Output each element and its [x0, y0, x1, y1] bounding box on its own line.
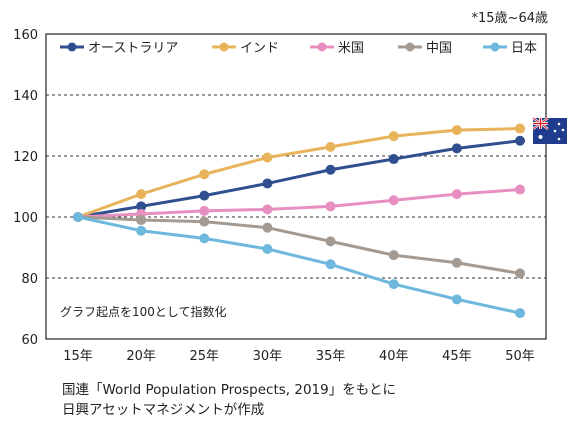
y-tick-label: 60: [21, 333, 38, 348]
data-point: [388, 279, 399, 290]
legend: オーストラリア インド 米国 中国 日本: [60, 41, 537, 56]
legend-marker: [219, 42, 229, 52]
series-0: [73, 135, 525, 222]
x-tick-label: 35年: [316, 349, 346, 364]
data-point: [515, 308, 525, 319]
australia-flag-icon: [532, 117, 567, 144]
x-tick-label: 25年: [190, 349, 220, 364]
line-chart: *15歳~64歳 60 80 100 120 140 160 15年 20年 25年 30年 35…: [13, 11, 567, 364]
source-line-1: 国連「World Population Prospects, 2019」をもとに: [62, 382, 396, 398]
plot-area: [45, 33, 547, 340]
data-point: [325, 141, 336, 152]
legend-label: 中国: [426, 41, 452, 56]
y-tick-label: 120: [13, 150, 38, 165]
data-point: [388, 154, 399, 165]
data-point: [262, 204, 273, 215]
y-tick-label: 80: [21, 272, 38, 287]
data-point: [451, 189, 462, 200]
y-tick-label: 140: [13, 89, 38, 104]
data-point: [515, 135, 525, 146]
data-point: [388, 131, 399, 142]
x-tick-label: 15年: [63, 349, 93, 364]
data-point: [325, 259, 336, 270]
chart-annotation: グラフ起点を100として指数化: [60, 304, 227, 319]
data-point: [199, 190, 210, 201]
series-line: [77, 215, 521, 275]
series-2: [73, 184, 525, 222]
x-tick-label: 50年: [505, 349, 535, 364]
data-point: [262, 244, 273, 255]
legend-label: 日本: [511, 41, 537, 56]
data-point: [136, 215, 147, 226]
source-line-2: 日興アセットマネジメントが作成: [62, 402, 265, 418]
legend-item: 米国: [310, 41, 364, 56]
data-point: [262, 222, 273, 233]
legend-marker: [317, 42, 327, 52]
y-tick-label: 160: [13, 28, 38, 43]
series-line: [77, 215, 521, 315]
data-point: [325, 201, 336, 212]
data-point: [515, 268, 525, 279]
legend-marker: [67, 42, 77, 52]
legend-label: 米国: [338, 41, 364, 56]
data-point: [199, 169, 210, 180]
data-point: [515, 184, 525, 195]
x-axis: 15年 20年 25年 30年 35年 40年 45年 50年: [63, 349, 535, 364]
series-lines: [73, 123, 525, 319]
data-point: [325, 236, 336, 247]
data-point: [73, 212, 83, 222]
legend-item: 中国: [398, 41, 452, 56]
unit-note: *15歳~64歳: [472, 11, 548, 26]
legend-label: オーストラリア: [88, 41, 178, 56]
legend-item: オーストラリア: [60, 41, 178, 56]
data-point: [388, 195, 399, 206]
data-point: [262, 178, 273, 189]
legend-label: インド: [240, 41, 279, 56]
data-point: [136, 225, 147, 236]
data-point: [451, 294, 462, 305]
data-point: [262, 152, 273, 163]
data-point: [136, 201, 147, 212]
data-point: [325, 164, 336, 175]
x-tick-label: 30年: [253, 349, 283, 364]
data-point: [199, 233, 210, 244]
y-tick-label: 100: [13, 211, 38, 226]
y-axis: 60 80 100 120 140 160: [13, 28, 38, 348]
legend-marker: [405, 42, 415, 52]
legend-marker: [490, 42, 500, 52]
x-tick-label: 45年: [442, 349, 472, 364]
series-line: [77, 188, 521, 219]
legend-item: 日本: [483, 41, 537, 56]
x-tick-label: 20年: [126, 349, 156, 364]
data-point: [199, 205, 210, 216]
data-point: [451, 257, 462, 268]
data-point: [136, 189, 147, 200]
data-point: [451, 125, 462, 136]
data-point: [451, 143, 462, 154]
data-point: [515, 123, 525, 134]
series-3: [73, 212, 525, 279]
legend-item: インド: [212, 41, 279, 56]
x-tick-label: 40年: [379, 349, 409, 364]
series-line: [77, 139, 521, 219]
source-note: 国連「World Population Prospects, 2019」をもとに…: [62, 380, 396, 420]
series-line: [77, 127, 521, 219]
gridlines: [46, 94, 546, 279]
data-point: [388, 250, 399, 261]
data-point: [199, 216, 210, 227]
series-4: [73, 212, 525, 319]
